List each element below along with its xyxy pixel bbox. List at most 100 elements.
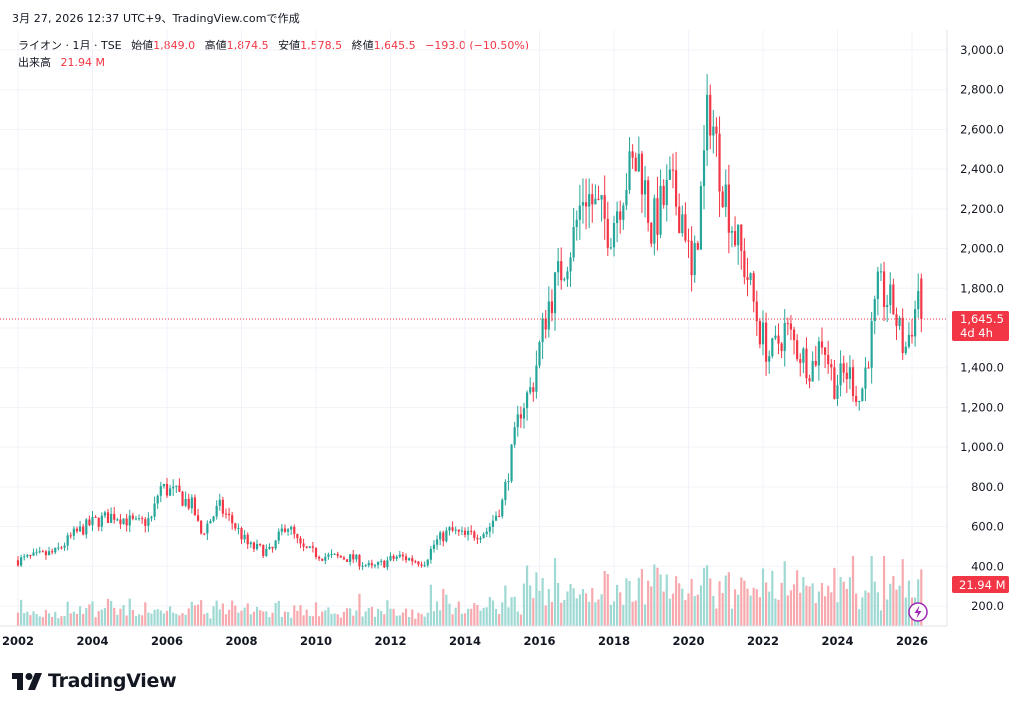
volume-bars — [16, 556, 923, 626]
volume-bar — [342, 611, 346, 626]
y-tick-label: 2,800.0 — [960, 83, 1004, 97]
candle-body — [141, 518, 144, 520]
volume-bar — [47, 613, 51, 626]
candle-body — [668, 169, 671, 180]
volume-bar — [314, 602, 318, 626]
candle-body — [265, 548, 268, 556]
volume-bar — [786, 595, 789, 626]
volume-bar — [178, 615, 181, 626]
volume-bar — [175, 613, 178, 626]
candle-body — [286, 529, 290, 532]
volume-bar — [364, 611, 367, 626]
close-label: 終値 — [351, 39, 374, 52]
lightning-icon[interactable] — [908, 602, 928, 622]
ohlc-legend: ライオン · 1月 · TSE 始値1,849.0 高値1,874.5 安値1,… — [18, 37, 529, 71]
candle-body — [861, 388, 864, 402]
volume-bar — [103, 608, 107, 626]
volume-bar — [467, 608, 470, 626]
volume-bar — [162, 613, 165, 626]
volume-bar — [733, 589, 737, 626]
y-tick-label: 3,000.0 — [960, 43, 1004, 57]
volume-bar — [842, 581, 845, 626]
candle-body — [69, 535, 72, 537]
volume-bar — [510, 597, 513, 626]
candle-body — [907, 334, 910, 347]
volume-bar — [463, 613, 467, 626]
candle-body — [361, 565, 364, 567]
candle-body — [144, 519, 147, 526]
price-axis[interactable]: 3,000.0 2,800.0 2,600.0 2,400.0 2,200.0 2,000… — [960, 43, 1004, 613]
volume-bar — [383, 614, 386, 626]
candle-body — [836, 385, 839, 399]
volume-bar — [647, 580, 650, 626]
volume-bar — [302, 615, 305, 626]
y-tick-label: 2,400.0 — [960, 162, 1004, 176]
volume-bar — [755, 589, 758, 626]
candle-body — [169, 488, 172, 496]
candle-body — [47, 551, 51, 556]
candle-body — [749, 273, 752, 280]
volume-bar — [525, 565, 529, 626]
volume-bar — [544, 605, 547, 626]
candle-body — [271, 546, 274, 549]
candle-body — [110, 513, 113, 523]
volume-bar — [715, 608, 718, 626]
candle-body — [442, 532, 445, 542]
volume-bar — [879, 610, 883, 626]
candle-body — [876, 271, 879, 300]
volume-bar — [702, 567, 706, 626]
y-tick-label: 1,200.0 — [960, 400, 1004, 414]
volume-bar — [274, 603, 277, 626]
y-tick-label: 800.0 — [971, 480, 1004, 494]
volume-label[interactable]: 出来高 — [18, 56, 51, 69]
volume-bar — [392, 608, 395, 626]
candle-body — [376, 561, 380, 566]
volume-bar — [833, 567, 836, 626]
volume-bar — [386, 600, 389, 626]
volume-bar — [63, 616, 66, 626]
candle-body — [674, 170, 678, 207]
volume-bar — [541, 578, 544, 626]
time-axis[interactable]: 2002 2004 2006 2008 2010 2012 2014 2016 2018 2020… — [2, 634, 928, 648]
volume-bar — [572, 588, 575, 626]
volume-bar — [209, 618, 212, 626]
candle-body — [268, 546, 271, 549]
candle-body — [72, 528, 75, 536]
candle-body — [662, 185, 665, 206]
volume-bar — [882, 556, 886, 626]
candle-body — [364, 565, 367, 567]
symbol-label[interactable]: ライオン · 1月 · TSE — [18, 39, 122, 52]
x-tick-label: 2004 — [76, 634, 108, 648]
volume-bar — [240, 610, 243, 626]
volume-bar — [547, 589, 550, 626]
candle-body — [765, 322, 768, 362]
candle-body — [802, 348, 805, 363]
volume-bar — [35, 613, 38, 626]
candle-body — [137, 518, 141, 520]
tradingview-logo[interactable]: TradingView — [12, 670, 177, 692]
volume-bar — [895, 589, 898, 626]
candle-body — [426, 559, 429, 566]
volume-bar — [336, 614, 339, 626]
candle-body — [712, 126, 715, 136]
volume-bar — [901, 559, 904, 626]
volume-bar — [780, 582, 783, 626]
candle-body — [165, 483, 169, 496]
volume-bar — [147, 612, 150, 626]
candle-body — [321, 558, 324, 561]
candle-body — [128, 515, 131, 526]
candle-body — [808, 378, 811, 382]
candle-body — [814, 360, 817, 366]
close-value: 1,645.5 — [373, 39, 416, 52]
volume-bar — [625, 578, 628, 626]
volume-bar — [85, 608, 88, 626]
volume-bar — [575, 598, 578, 626]
volume-bar — [637, 577, 640, 626]
volume-bar — [584, 593, 588, 626]
volume-bar — [41, 617, 44, 626]
candle-body — [401, 554, 405, 557]
candle-body — [578, 205, 581, 220]
volume-bar — [150, 613, 153, 626]
candle-body — [259, 543, 262, 546]
